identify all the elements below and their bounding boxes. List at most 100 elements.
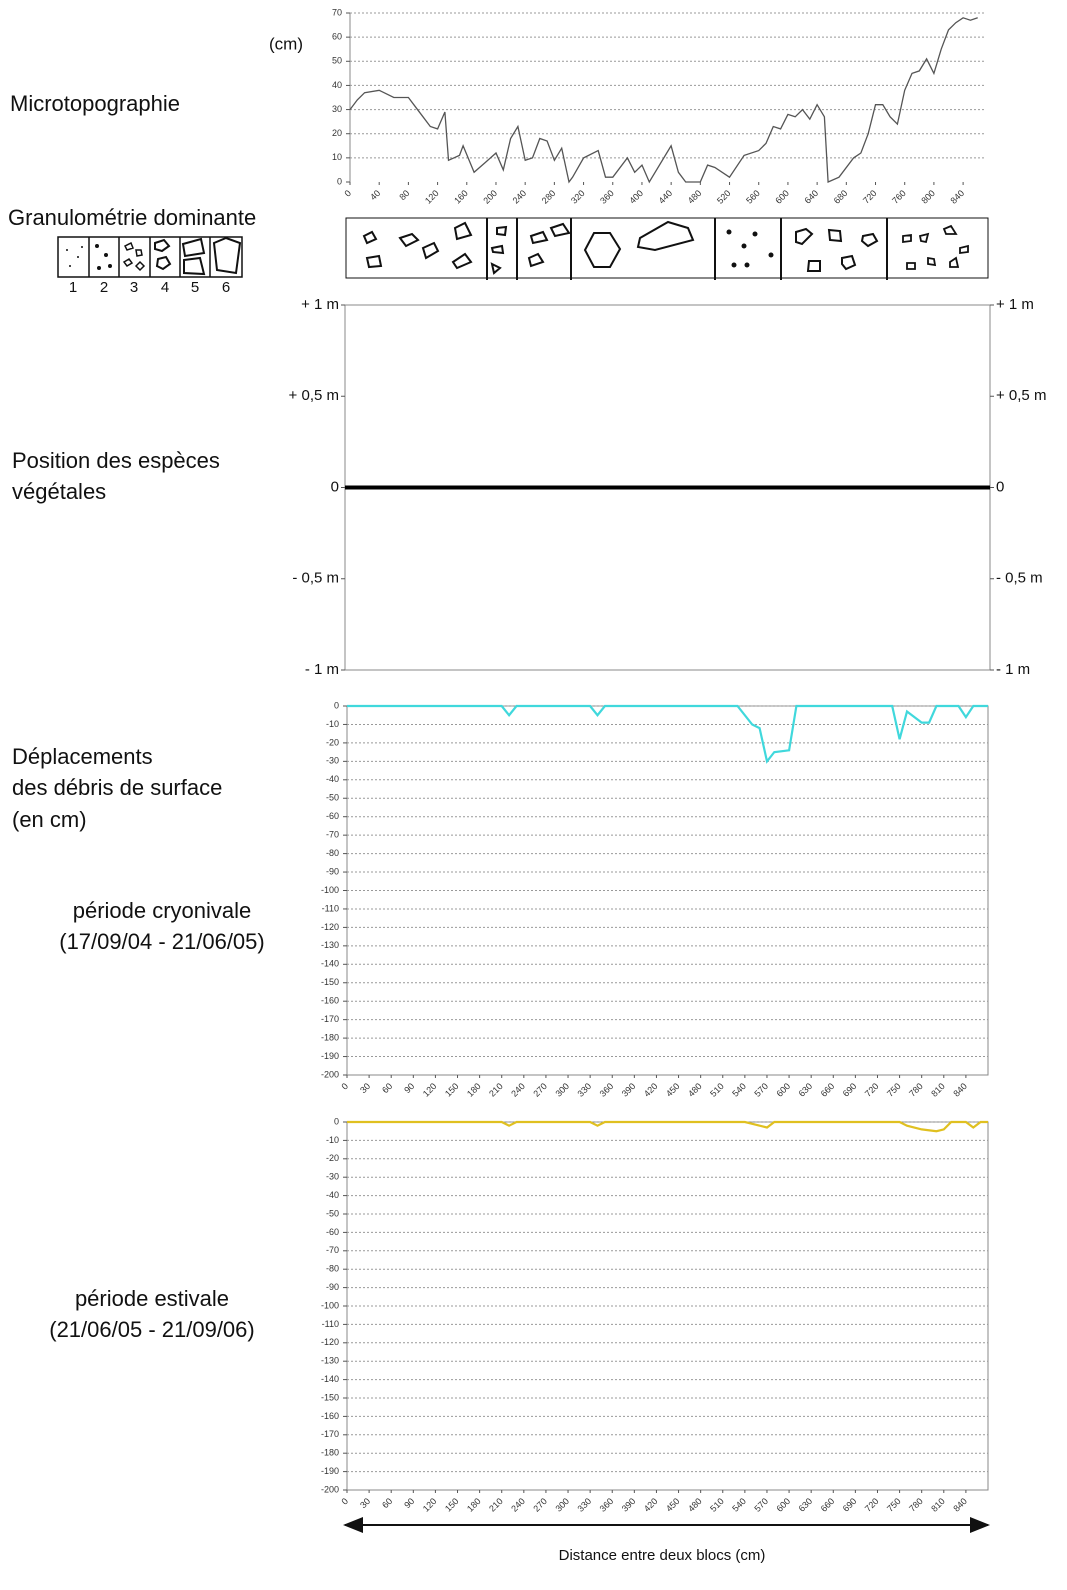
y-tick-label: -120 (321, 922, 339, 932)
x-tick-label: 750 (885, 1081, 903, 1099)
x-tick-label: 80 (397, 188, 411, 202)
y-tick-label: -100 (321, 885, 339, 895)
y-tick-label: -60 (326, 811, 339, 821)
x-tick-label: 570 (752, 1081, 770, 1099)
y-tick-label: -200 (321, 1069, 339, 1079)
x-tick-label: 440 (657, 188, 675, 206)
legend-label: 2 (100, 279, 108, 296)
x-tick-label: 270 (531, 1496, 549, 1514)
x-tick-label: 420 (642, 1081, 660, 1099)
granulo-strip (345, 217, 989, 280)
x-axis-title: Distance entre deux blocs (cm) (559, 1547, 766, 1564)
x-tick-label: 150 (443, 1081, 461, 1099)
x-tick-label: 360 (598, 1081, 616, 1099)
legend-label: 4 (161, 279, 169, 296)
data-line (349, 17, 978, 184)
x-tick-label: 360 (598, 188, 616, 206)
y2-tick-label: - 1 m (996, 661, 1030, 678)
y-tick-label: -110 (322, 1319, 339, 1329)
x-tick-label: 90 (402, 1496, 416, 1510)
x-tick-label: 720 (863, 1496, 881, 1514)
x-tick-label: 30 (358, 1496, 372, 1510)
y-tick-label: -180 (321, 1032, 339, 1042)
y-tick-label: 60 (332, 32, 342, 42)
y-tick-label: -80 (326, 848, 339, 858)
x-tick-label: 320 (569, 188, 587, 206)
x-tick-label: 60 (380, 1081, 394, 1095)
label: période cryonivale (73, 898, 252, 923)
y-tick-label: -110 (322, 903, 339, 913)
x-tick-label: 510 (708, 1081, 726, 1099)
x-tick-label: 600 (774, 1496, 792, 1514)
x-tick-label: 660 (819, 1081, 837, 1099)
label: période estivale (75, 1286, 229, 1311)
y-tick-label: -30 (326, 1172, 339, 1182)
x-tick-label: 810 (929, 1496, 947, 1514)
y-tick-label: -100 (321, 1300, 339, 1310)
y-tick-label: -170 (321, 1429, 339, 1439)
y-tick-label: 0 (337, 176, 342, 186)
y-tick-label: -50 (326, 793, 339, 803)
label: des débris de surface (12, 775, 222, 800)
x-tick-label: 120 (421, 1496, 439, 1514)
x-tick-label: 780 (907, 1496, 925, 1514)
y-tick-label: - 1 m (305, 661, 339, 678)
y-tick-label: -60 (326, 1227, 339, 1237)
y-tick-label: -180 (321, 1448, 339, 1458)
y-tick-label: + 1 m (301, 296, 339, 313)
y-tick-label: -170 (321, 1014, 339, 1024)
x-tick-label: 520 (715, 188, 733, 206)
x-tick-label: 120 (421, 1081, 439, 1099)
x-tick-label: 60 (380, 1496, 394, 1510)
y-tick-label: 20 (332, 128, 342, 138)
y2-tick-label: - 0,5 m (996, 570, 1043, 587)
x-tick-label: 30 (358, 1081, 372, 1095)
y2-tick-label: 0 (996, 478, 1004, 495)
y-tick-label: + 0,5 m (289, 387, 339, 404)
x-tick-label: 400 (627, 188, 645, 206)
x-tick-label: 480 (686, 188, 704, 206)
y-tick-label: -140 (321, 959, 339, 969)
label: Granulométrie dominante (8, 205, 256, 230)
x-tick-label: 150 (443, 1496, 461, 1514)
x-tick-label: 630 (797, 1496, 815, 1514)
label: (21/06/05 - 21/09/06) (49, 1317, 254, 1342)
x-tick-label: 390 (620, 1081, 638, 1099)
label: (en cm) (12, 807, 87, 832)
y-tick-label: 40 (332, 80, 342, 90)
y-tick-label: 0 (331, 478, 339, 495)
y-tick-label: - 0,5 m (292, 570, 339, 587)
y-tick-label: -80 (326, 1264, 339, 1274)
x-tick-label: 180 (465, 1081, 483, 1099)
x-tick-label: 280 (540, 188, 558, 206)
x-tick-label: 90 (402, 1081, 416, 1095)
y-tick-label: -190 (321, 1051, 339, 1061)
legend-label: 5 (191, 279, 199, 296)
label: végétales (12, 479, 106, 504)
x-tick-label: 680 (832, 188, 850, 206)
x-tick-label: 600 (774, 1081, 792, 1099)
x-tick-label: 330 (576, 1081, 594, 1099)
x-tick-label: 690 (841, 1081, 859, 1099)
x-tick-label: 750 (885, 1496, 903, 1514)
x-tick-label: 270 (531, 1081, 549, 1099)
x-tick-label: 840 (948, 188, 966, 206)
x-tick-label: 200 (481, 188, 499, 206)
x-tick-label: 450 (664, 1496, 682, 1514)
x-tick-label: 240 (511, 188, 529, 206)
y2-tick-label: + 0,5 m (996, 387, 1046, 404)
x-tick-label: 300 (553, 1081, 571, 1099)
legend-label: 3 (130, 279, 138, 296)
x-tick-label: 720 (863, 1081, 881, 1099)
x-tick-label: 780 (907, 1081, 925, 1099)
x-tick-label: 240 (509, 1496, 527, 1514)
x-tick-label: 450 (664, 1081, 682, 1099)
y-tick-label: -140 (321, 1374, 339, 1384)
y-tick-label: -130 (321, 1356, 339, 1366)
y-tick-label: 50 (332, 56, 342, 66)
x-tick-label: 840 (951, 1496, 969, 1514)
y-tick-label: -160 (321, 996, 339, 1006)
x-tick-label: 540 (730, 1496, 748, 1514)
x-tick-label: 0 (342, 188, 353, 199)
